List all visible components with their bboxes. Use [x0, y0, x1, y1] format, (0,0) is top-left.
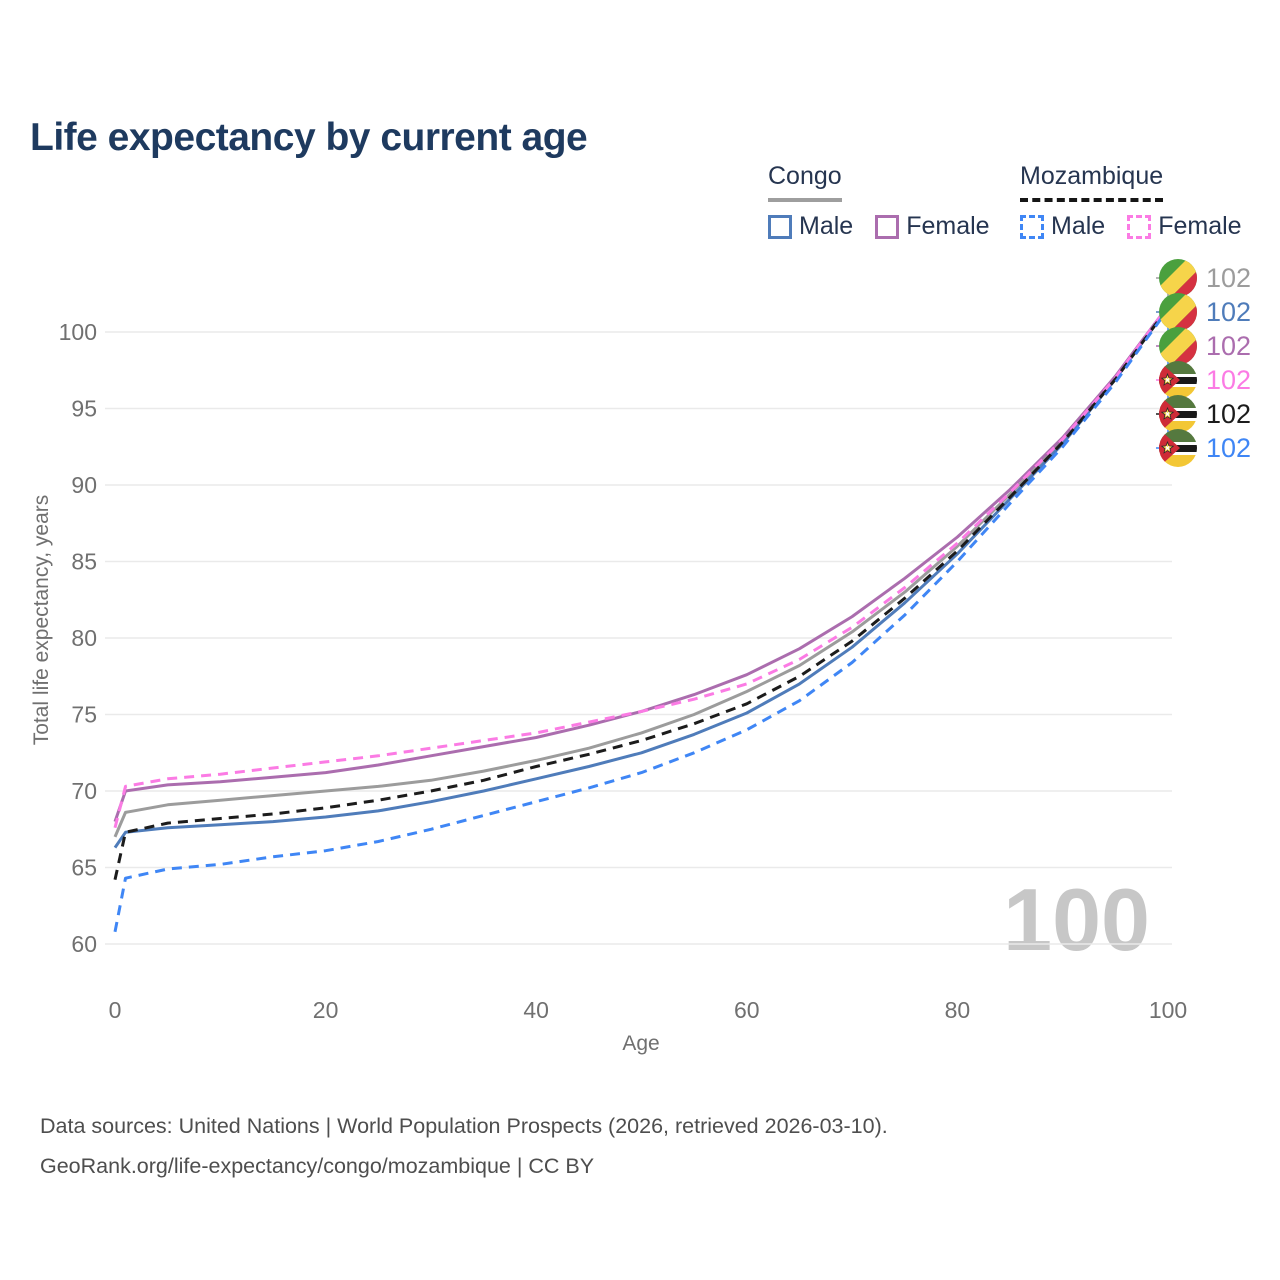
mozambique-flag-icon — [1159, 429, 1197, 467]
flag-white — [1159, 452, 1197, 455]
gridlines — [105, 331, 1172, 945]
x-axis-title: Age — [622, 1032, 659, 1055]
flag-art — [1159, 259, 1197, 297]
x-tick-label: 20 — [313, 997, 339, 1023]
flag-red — [1171, 339, 1197, 365]
legend-group-mozambique: Mozambique Male Female — [1020, 162, 1242, 241]
y-tick-label: 95 — [71, 396, 97, 422]
x-axis-ticks: 0 20 40 60 80 100 — [109, 997, 1188, 1023]
y-tick-label: 60 — [71, 931, 97, 957]
legend-label: Female — [1158, 212, 1242, 240]
series-line — [113, 306, 1170, 838]
y-tick-label: 85 — [71, 549, 97, 575]
flag-yellow — [1159, 259, 1197, 297]
legend-item-congo-female[interactable]: Female — [875, 212, 990, 241]
page-title: Life expectancy by current age — [30, 116, 588, 160]
end-value-label: 102 — [1206, 297, 1251, 327]
flag-star-mark — [1165, 411, 1170, 417]
congo-flag-icon — [1159, 293, 1197, 331]
flag-art — [1159, 429, 1197, 467]
congo-flag-icon — [1159, 327, 1197, 365]
end-labels: 102 102 102 102 102 102 — [1159, 259, 1251, 467]
legend-heading-congo: Congo — [768, 162, 842, 202]
flag-red — [1171, 271, 1197, 297]
flag-star-mark — [1165, 377, 1170, 383]
legend-label: Male — [799, 212, 854, 240]
x-tick-label: 40 — [523, 997, 549, 1023]
x-tick-label: 100 — [1149, 997, 1187, 1023]
flag-star-mark — [1165, 445, 1170, 451]
y-axis-ticks: 60 65 70 75 80 85 90 95 100 — [59, 319, 97, 957]
end-value-label: 102 — [1206, 365, 1251, 395]
x-tick-label: 60 — [734, 997, 760, 1023]
footer-line-1: Data sources: United Nations | World Pop… — [40, 1114, 888, 1138]
flag-white — [1159, 442, 1197, 445]
y-tick-label: 70 — [71, 778, 97, 804]
flag-yellow — [1159, 327, 1197, 365]
series-line — [113, 308, 1170, 933]
mozambique-female-swatch-icon — [1127, 214, 1152, 239]
flag-white — [1159, 418, 1197, 421]
end-value-label: 102 — [1206, 331, 1251, 361]
flag-white — [1159, 408, 1197, 411]
y-tick-label: 80 — [71, 625, 97, 651]
legend-item-mozambique-female[interactable]: Female — [1127, 212, 1242, 241]
end-value-label: 102 — [1206, 399, 1251, 429]
legend-heading-mozambique: Mozambique — [1020, 162, 1164, 202]
flag-red — [1171, 305, 1197, 331]
flag-yellow — [1159, 293, 1197, 331]
flag-white — [1159, 374, 1197, 377]
y-tick-label: 100 — [59, 319, 97, 345]
end-value-label: 102 — [1206, 433, 1251, 463]
y-tick-label: 65 — [71, 855, 97, 881]
legend-group-congo: Congo Male Female — [768, 162, 990, 241]
legend-label: Female — [906, 212, 990, 240]
y-tick-label: 90 — [71, 472, 97, 498]
y-tick-label: 75 — [71, 702, 97, 728]
flag-art — [1159, 293, 1197, 331]
flag-art — [1159, 395, 1197, 433]
series-line — [113, 306, 1170, 881]
flag-art — [1159, 327, 1197, 365]
x-tick-label: 80 — [945, 997, 971, 1023]
age-watermark: 100 — [1003, 870, 1150, 969]
mozambique-flag-icon — [1159, 361, 1197, 399]
flag-white — [1159, 384, 1197, 387]
mozambique-flag-icon — [1159, 395, 1197, 433]
flag-art — [1159, 361, 1197, 399]
data-source-footer: Data sources: United Nations | World Pop… — [40, 1106, 888, 1186]
legend-item-mozambique-male[interactable]: Male — [1020, 212, 1105, 241]
legend-label: Male — [1051, 212, 1106, 240]
end-value-label: 102 — [1206, 263, 1251, 293]
congo-female-swatch-icon — [875, 214, 900, 239]
legend-item-congo-male[interactable]: Male — [768, 212, 853, 241]
x-tick-label: 0 — [109, 997, 122, 1023]
congo-male-swatch-icon — [768, 214, 792, 239]
y-axis-title: Total life expectancy, years — [30, 495, 53, 746]
series-line — [113, 305, 1170, 823]
mozambique-male-swatch-icon — [1020, 214, 1044, 239]
footer-line-2: GeoRank.org/life-expectancy/congo/mozamb… — [40, 1154, 595, 1178]
congo-flag-icon — [1159, 259, 1197, 297]
series-line — [113, 305, 1170, 829]
series-lines — [113, 305, 1170, 933]
series-line — [113, 306, 1170, 849]
